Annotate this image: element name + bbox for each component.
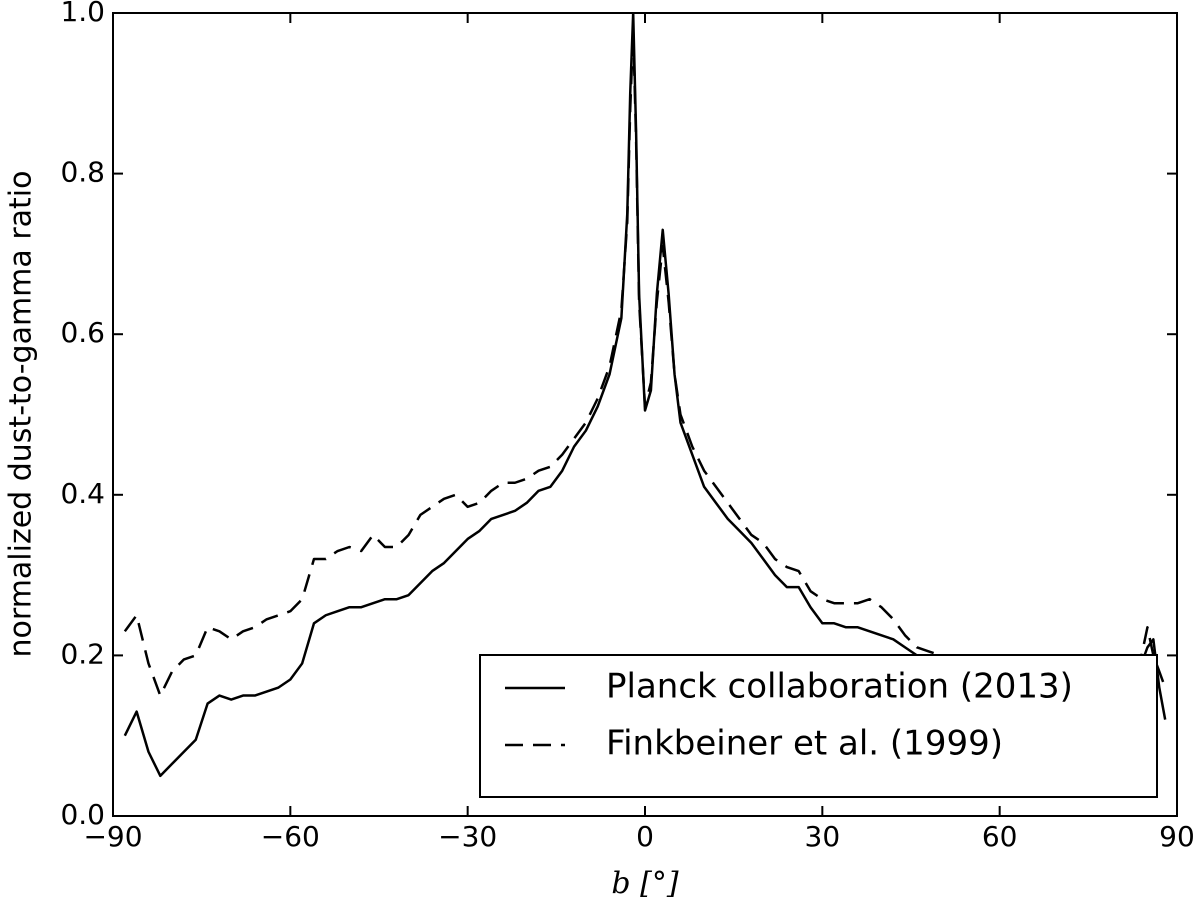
x-tick-label: 60 [982,820,1018,853]
y-axis-label: normalized dust-to-gamma ratio [4,171,39,658]
y-tick-label: 0.2 [60,637,105,670]
x-tick-label: −30 [438,820,497,853]
legend: Planck collaboration (2013) Finkbeiner et… [479,654,1158,798]
y-tick-label: 0.6 [60,316,105,349]
y-tick-label: 0.4 [60,477,105,510]
legend-label: Finkbeiner et al. (1999) [606,724,1003,764]
y-tick-label: 0.0 [60,798,105,831]
y-tick-label: 0.8 [60,156,105,189]
x-tick-label: 30 [805,820,841,853]
axes-frame [112,12,1178,817]
x-tick-label: −60 [261,820,320,853]
x-tick-label: −90 [83,820,142,853]
x-tick-label: 90 [1159,820,1195,853]
x-tick-label: 0 [636,820,654,853]
legend-label: Planck collaboration (2013) [606,667,1073,707]
legend-box [479,654,1158,798]
x-axis-label: b [°] [611,866,678,901]
y-tick-label: 1.0 [60,0,105,28]
ticks: −90 −60 −30 0 30 60 90 0.0 0.2 0.4 0.6 0.8 1.0 [60,0,1194,853]
